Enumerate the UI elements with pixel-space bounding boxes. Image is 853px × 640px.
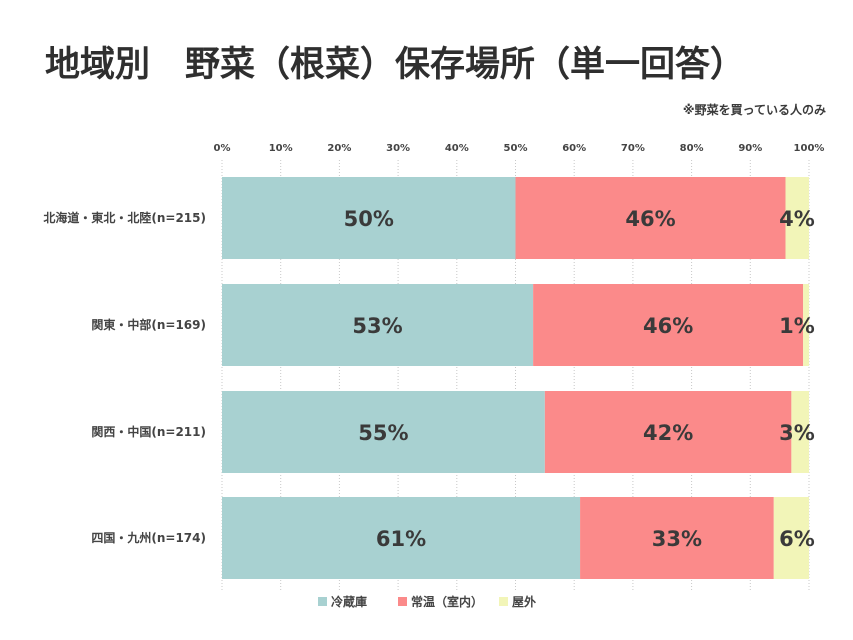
data-label: 55% (358, 421, 408, 445)
bar-segment (515, 177, 786, 259)
category-label: 四国・九州(n=174) (91, 530, 206, 545)
x-tick-label: 30% (386, 143, 410, 154)
bar-segment (533, 284, 804, 366)
x-tick-labels: 0% 10% 20% 30% 40% 50% 60% 70% 80% 90% 100% (214, 143, 825, 154)
chart-title: 地域別 野菜（根菜）保存場所（単一回答） (45, 45, 746, 85)
data-label: 61% (376, 527, 426, 551)
bar-segment (544, 391, 792, 473)
x-tick-label: 100% (794, 143, 825, 154)
legend-swatch (318, 597, 327, 606)
x-tick-label: 0% (214, 143, 231, 154)
bar-segment (222, 284, 534, 366)
data-label: 3% (779, 421, 815, 445)
legend-label: 屋外 (512, 594, 536, 609)
bar-segment (803, 284, 809, 366)
x-tick-label: 10% (269, 143, 293, 154)
legend-label: 冷蔵庫 (331, 594, 367, 609)
data-label: 1% (779, 314, 815, 338)
bar-segment (222, 177, 516, 259)
bar-segment (222, 497, 581, 579)
data-label: 46% (643, 314, 693, 338)
x-tick-label: 90% (738, 143, 762, 154)
data-label: 50% (344, 207, 394, 231)
legend-swatch (499, 597, 508, 606)
category-label: 関東・中部(n=169) (91, 317, 206, 332)
category-label: 関西・中国(n=211) (91, 424, 206, 439)
bar-segment (785, 177, 809, 259)
bar-segment (580, 497, 774, 579)
data-label: 53% (352, 314, 402, 338)
legend-label: 常温（室内） (411, 594, 483, 609)
bars (222, 177, 809, 579)
x-tick-label: 70% (621, 143, 645, 154)
data-label: 42% (643, 421, 693, 445)
data-label: 6% (779, 527, 815, 551)
x-tick-label: 60% (562, 143, 586, 154)
legend-swatch (398, 597, 407, 606)
category-label: 北海道・東北・北陸(n=215) (43, 210, 206, 225)
data-labels: 50% 46% 4% 53% 46% 1% 55% 42% 3% 61% 33% 6% (344, 207, 815, 551)
bar-segment (791, 391, 809, 473)
legend: 冷蔵庫 常温（室内） 屋外 (318, 594, 536, 609)
data-label: 46% (625, 207, 675, 231)
x-tick-label: 40% (445, 143, 469, 154)
bar-segment (773, 497, 809, 579)
category-labels: 北海道・東北・北陸(n=215) 関東・中部(n=169) 関西・中国(n=211)… (43, 210, 206, 545)
chart-note: ※野菜を買っている人のみ (682, 103, 826, 117)
bar-segment (222, 391, 545, 473)
data-label: 33% (652, 527, 702, 551)
x-tick-label: 20% (327, 143, 351, 154)
data-label: 4% (779, 207, 815, 231)
x-tick-label: 50% (504, 143, 528, 154)
x-tick-label: 80% (680, 143, 704, 154)
